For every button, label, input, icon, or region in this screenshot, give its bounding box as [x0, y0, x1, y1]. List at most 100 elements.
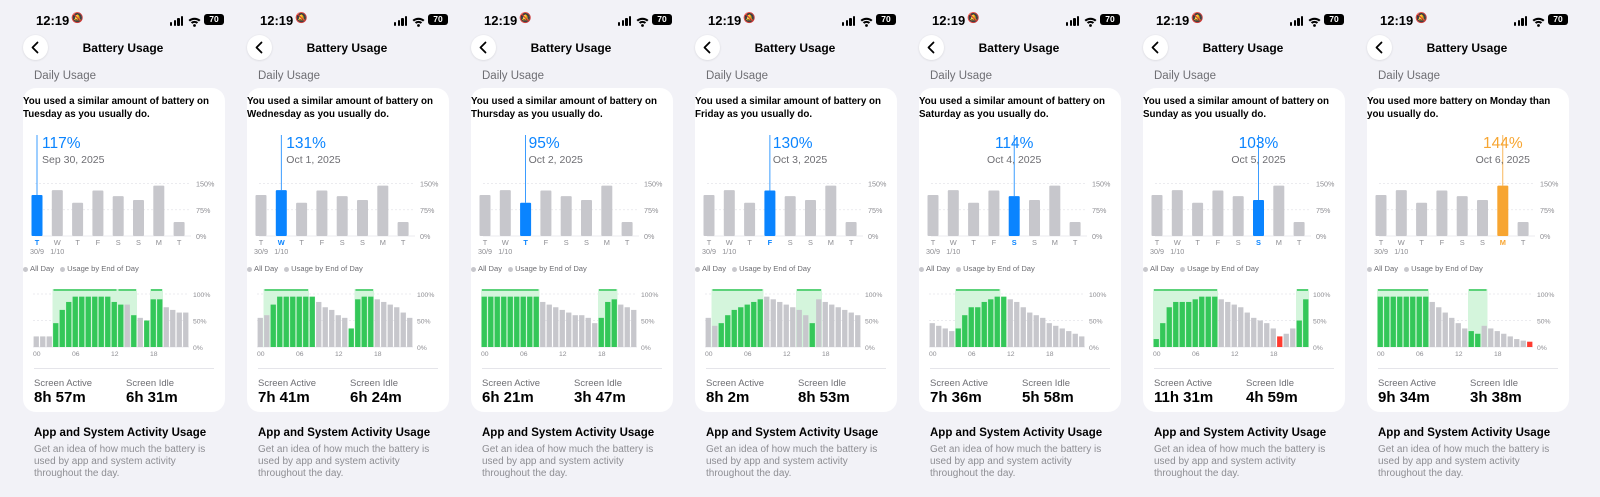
hourly-bar[interactable] — [400, 312, 406, 347]
hourly-bar[interactable] — [1377, 296, 1383, 347]
hourly-bar[interactable] — [1481, 325, 1487, 347]
hourly-bar[interactable] — [929, 323, 935, 347]
weekly-bar[interactable] — [72, 202, 84, 236]
hourly-bar[interactable] — [361, 296, 367, 347]
hourly-bar[interactable] — [712, 325, 718, 347]
weekly-bar[interactable] — [1517, 222, 1529, 236]
hourly-bar[interactable] — [66, 301, 72, 347]
hourly-bar[interactable] — [744, 304, 750, 347]
back-button[interactable] — [471, 35, 496, 60]
weekly-bar[interactable] — [968, 202, 980, 236]
hourly-bar[interactable] — [322, 307, 328, 347]
weekly-bar[interactable] — [1293, 222, 1305, 236]
weekly-bar[interactable] — [1395, 190, 1407, 236]
weekly-bar[interactable] — [1008, 196, 1020, 236]
hourly-bar[interactable] — [303, 296, 309, 347]
hourly-bar[interactable] — [962, 315, 968, 347]
hourly-bar[interactable] — [316, 301, 322, 347]
weekly-bar[interactable] — [1273, 185, 1285, 236]
back-button[interactable] — [1367, 35, 1392, 60]
weekly-bar[interactable] — [377, 185, 389, 236]
weekly-bar[interactable] — [744, 202, 756, 236]
hourly-bar[interactable] — [374, 299, 380, 347]
hourly-bar[interactable] — [770, 299, 776, 347]
weekly-usage-chart[interactable]: 150%75%0%T W T F S S M T30/9 1/10 — [471, 135, 673, 260]
hourly-bar[interactable] — [988, 299, 994, 347]
hourly-bar[interactable] — [1186, 301, 1192, 347]
hourly-bar[interactable] — [514, 296, 520, 347]
hourly-bar[interactable] — [1072, 333, 1078, 347]
weekly-bar[interactable] — [1171, 190, 1183, 236]
hourly-bar[interactable] — [1153, 339, 1159, 347]
hourly-bar[interactable] — [1403, 296, 1409, 347]
hourly-bar[interactable] — [598, 317, 604, 347]
weekly-bar[interactable] — [1456, 196, 1468, 236]
hourly-bar[interactable] — [1231, 304, 1237, 347]
hourly-bar[interactable] — [1455, 323, 1461, 347]
hourly-bar[interactable] — [1436, 307, 1442, 347]
weekly-bar[interactable] — [560, 196, 572, 236]
hourly-bar[interactable] — [1527, 341, 1533, 347]
hourly-bar[interactable] — [1160, 323, 1166, 347]
weekly-bar[interactable] — [153, 185, 165, 236]
hourly-bar[interactable] — [157, 299, 163, 347]
hourly-bar[interactable] — [1501, 333, 1507, 347]
hourly-bar[interactable] — [1429, 301, 1435, 347]
hourly-bar[interactable] — [546, 304, 552, 347]
hourly-bar[interactable] — [1397, 296, 1403, 347]
weekly-bar[interactable] — [275, 190, 287, 236]
weekly-bar[interactable] — [1212, 190, 1224, 237]
hourly-bar[interactable] — [368, 296, 374, 347]
weekly-bar[interactable] — [479, 195, 491, 236]
hourly-battery-chart[interactable]: 100% 50% 0% 00 06 12 18 — [1367, 278, 1569, 366]
weekly-bar[interactable] — [947, 190, 959, 236]
hourly-bar[interactable] — [816, 299, 822, 347]
hourly-bar[interactable] — [751, 301, 757, 347]
hourly-bar[interactable] — [1179, 301, 1185, 347]
hourly-bar[interactable] — [1173, 301, 1179, 347]
hourly-bar[interactable] — [176, 312, 182, 347]
hourly-bar[interactable] — [764, 296, 770, 347]
weekly-bar[interactable] — [825, 185, 837, 236]
hourly-bar[interactable] — [1462, 328, 1468, 347]
weekly-bar[interactable] — [581, 199, 592, 236]
weekly-bar[interactable] — [133, 199, 144, 236]
hourly-bar[interactable] — [566, 312, 572, 347]
weekly-usage-chart[interactable]: 150%75%0%T W T F S S M T30/9 1/10 — [23, 135, 225, 260]
hourly-bar[interactable] — [848, 312, 854, 347]
hourly-bar[interactable] — [1514, 339, 1520, 347]
hourly-bar[interactable] — [137, 317, 143, 347]
hourly-battery-chart[interactable]: 100% 50% 0% 00 06 12 18 — [471, 278, 673, 366]
weekly-bar[interactable] — [1069, 222, 1081, 236]
hourly-bar[interactable] — [559, 309, 565, 347]
hourly-bar[interactable] — [1416, 296, 1422, 347]
hourly-bar[interactable] — [348, 328, 354, 347]
hourly-bar[interactable] — [1027, 312, 1033, 347]
hourly-bar[interactable] — [98, 296, 104, 347]
hourly-bar[interactable] — [981, 301, 987, 347]
hourly-bar[interactable] — [277, 296, 283, 347]
weekly-bar[interactable] — [520, 202, 532, 236]
hourly-bar[interactable] — [1296, 320, 1302, 348]
hourly-bar[interactable] — [381, 301, 387, 347]
hourly-bar[interactable] — [111, 301, 117, 347]
hourly-bar[interactable] — [72, 296, 78, 347]
hourly-bar[interactable] — [835, 307, 841, 347]
weekly-bar[interactable] — [31, 195, 43, 236]
hourly-battery-chart[interactable]: 100% 50% 0% 00 06 12 18 — [23, 278, 225, 366]
weekly-bar[interactable] — [1232, 196, 1244, 236]
hourly-bar[interactable] — [605, 301, 611, 347]
hourly-bar[interactable] — [1066, 331, 1072, 347]
weekly-bar[interactable] — [336, 196, 348, 236]
hourly-bar[interactable] — [270, 304, 276, 347]
weekly-bar[interactable] — [845, 222, 857, 236]
weekly-bar[interactable] — [723, 190, 735, 236]
back-button[interactable] — [1143, 35, 1168, 60]
hourly-bar[interactable] — [85, 296, 91, 347]
weekly-bar[interactable] — [255, 195, 267, 236]
hourly-bar[interactable] — [1277, 336, 1283, 347]
hourly-bar[interactable] — [757, 299, 763, 347]
hourly-bar[interactable] — [394, 307, 400, 347]
hourly-bar[interactable] — [1007, 299, 1013, 347]
hourly-bar[interactable] — [1423, 296, 1429, 347]
